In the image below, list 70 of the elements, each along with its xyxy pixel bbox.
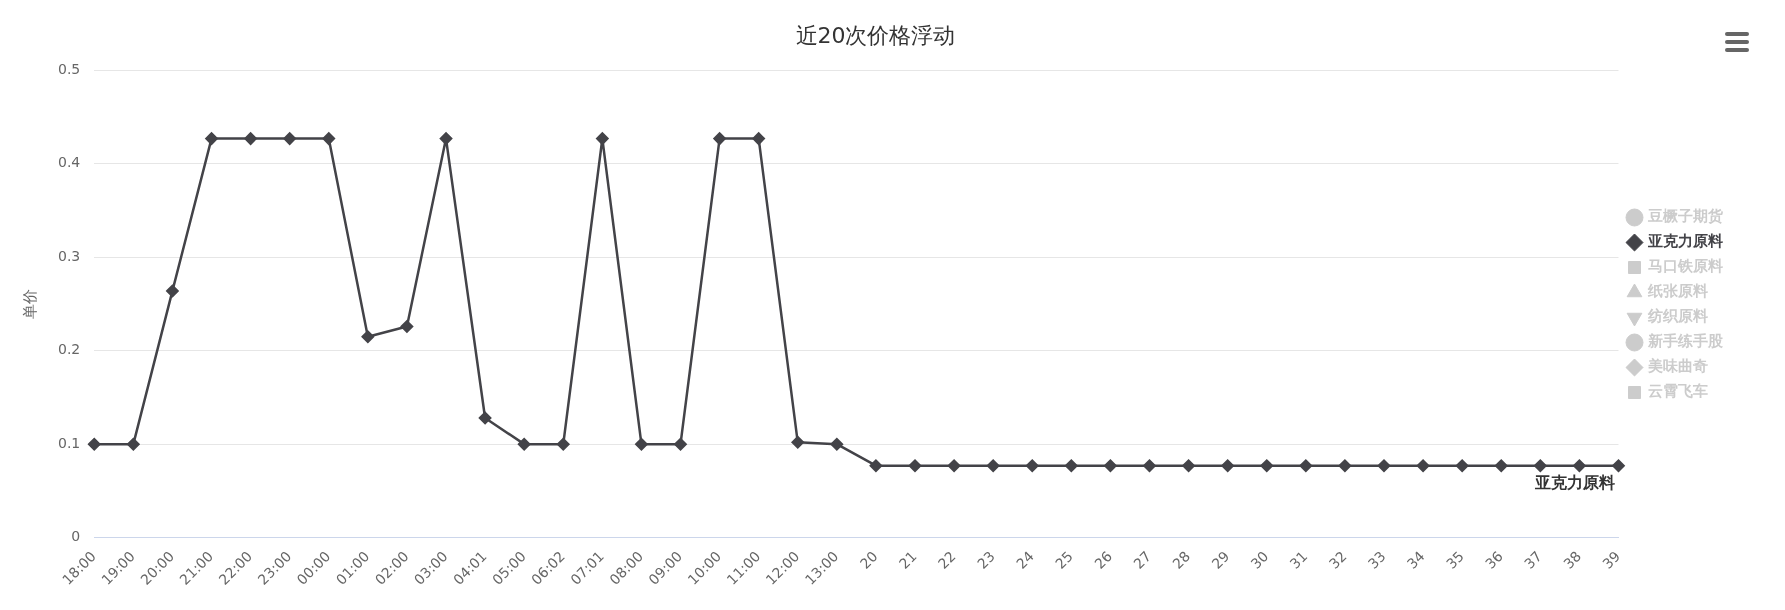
point <box>1377 459 1391 472</box>
point <box>1221 459 1234 472</box>
point <box>244 132 257 145</box>
y-tick-label: 0.5 <box>58 61 81 78</box>
point <box>517 437 531 451</box>
x-tick-label: 31 <box>1286 547 1311 572</box>
x-tick-label: 34 <box>1403 547 1428 572</box>
point <box>283 132 296 145</box>
x-tick-label: 39 <box>1599 547 1624 572</box>
point <box>1104 459 1117 472</box>
x-tick-label: 29 <box>1208 547 1233 572</box>
x-tick-label: 35 <box>1442 547 1467 572</box>
y-tick-label: 0.1 <box>58 434 81 451</box>
point <box>947 459 961 472</box>
point <box>830 437 844 451</box>
point <box>1416 459 1430 472</box>
point <box>361 330 375 343</box>
point <box>478 411 492 425</box>
chart-title: 近20次价格浮动 <box>795 22 956 48</box>
point <box>713 132 726 145</box>
point <box>869 459 883 472</box>
x-tick-label: 24 <box>1013 547 1038 572</box>
point <box>1182 459 1195 472</box>
point <box>439 132 453 145</box>
point <box>557 437 570 451</box>
x-tick-label: 21 <box>895 547 920 572</box>
x-tick-label: 30 <box>1247 547 1272 572</box>
point <box>1299 459 1313 472</box>
y-tick-label: 0.2 <box>58 341 81 358</box>
x-tick-label: 23 <box>973 547 998 572</box>
point <box>88 437 101 451</box>
x-tick-label: 28 <box>1169 547 1194 572</box>
x-tick-label: 20 <box>856 547 881 572</box>
x-tick-label: 36 <box>1482 547 1506 572</box>
x-tick-label: 25 <box>1052 547 1077 572</box>
point <box>596 132 609 145</box>
point <box>127 437 140 451</box>
point <box>752 132 765 145</box>
point <box>674 437 687 451</box>
point <box>1573 459 1586 472</box>
point <box>400 320 414 333</box>
x-tick-label: 33 <box>1364 547 1389 572</box>
y-tick-label: 0.3 <box>58 247 81 264</box>
point <box>1143 459 1156 472</box>
point <box>1065 459 1078 472</box>
point <box>791 436 805 449</box>
point <box>1338 459 1352 472</box>
point <box>1495 459 1508 472</box>
point <box>986 459 1000 472</box>
x-tick-label: 37 <box>1521 547 1546 572</box>
point <box>1534 459 1547 472</box>
point <box>635 437 648 451</box>
point <box>1026 459 1039 472</box>
point <box>1455 459 1469 472</box>
point <box>166 284 179 298</box>
point <box>908 459 922 472</box>
x-tick-label: 22 <box>934 547 959 572</box>
point <box>1260 459 1273 472</box>
y-axis-title: 单价 <box>20 289 39 319</box>
point <box>322 132 336 145</box>
y-tick-label: 0 <box>71 528 81 545</box>
x-tick-label: 32 <box>1325 547 1350 572</box>
x-tick-label: 38 <box>1560 547 1585 572</box>
y-tick-label: 0.4 <box>58 154 81 171</box>
x-tick-label: 27 <box>1130 547 1155 572</box>
point <box>205 132 218 145</box>
point <box>1612 459 1625 472</box>
x-tick-label: 26 <box>1091 547 1116 572</box>
text: 亚克力原料 <box>1534 472 1615 492</box>
legend-label: 亚克力原料 <box>1647 232 1723 251</box>
